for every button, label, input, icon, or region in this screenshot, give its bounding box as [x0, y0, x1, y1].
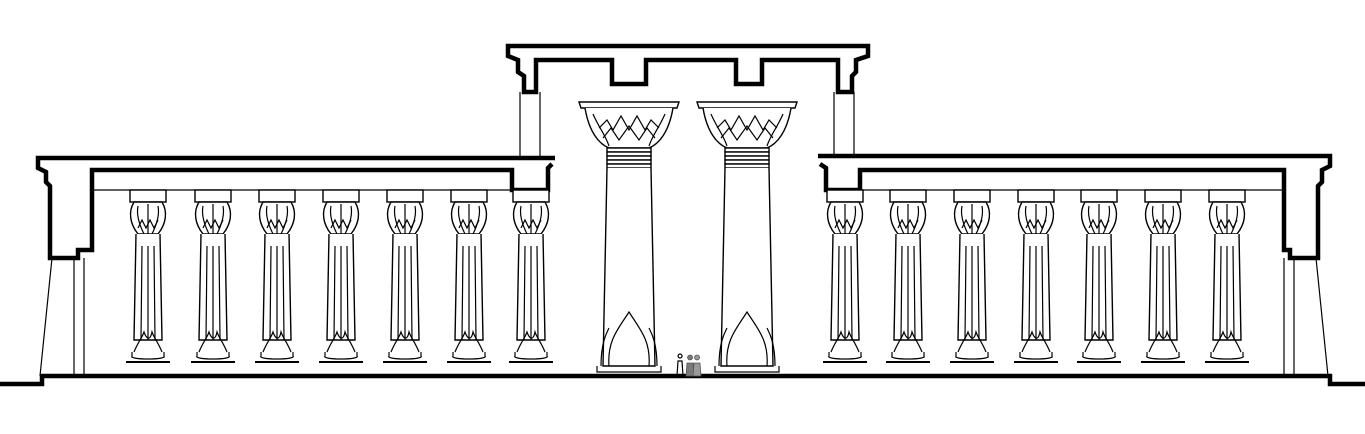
small-column	[1140, 189, 1186, 363]
right-wall-outer	[1315, 257, 1329, 377]
small-columns-right	[822, 189, 1250, 363]
large-column	[578, 101, 680, 377]
small-column	[1204, 189, 1250, 363]
small-column	[885, 189, 931, 363]
small-column	[446, 189, 492, 363]
small-column	[254, 189, 300, 363]
ground-line	[0, 373, 1365, 387]
small-column	[1076, 189, 1122, 363]
small-column	[318, 189, 364, 363]
small-column	[949, 189, 995, 363]
small-column	[190, 189, 236, 363]
small-columns-left	[125, 189, 554, 363]
small-column	[822, 189, 868, 363]
central-columns	[578, 101, 798, 377]
human-figure	[692, 354, 702, 377]
small-column	[1013, 189, 1059, 363]
small-column	[508, 189, 554, 363]
left-wall-outer	[39, 257, 53, 377]
human-figure	[676, 353, 684, 377]
central-roof	[505, 43, 871, 95]
human-figure	[685, 354, 695, 377]
small-column	[125, 189, 171, 363]
small-column	[382, 189, 428, 363]
large-column	[696, 101, 798, 377]
human-figures	[676, 353, 702, 377]
